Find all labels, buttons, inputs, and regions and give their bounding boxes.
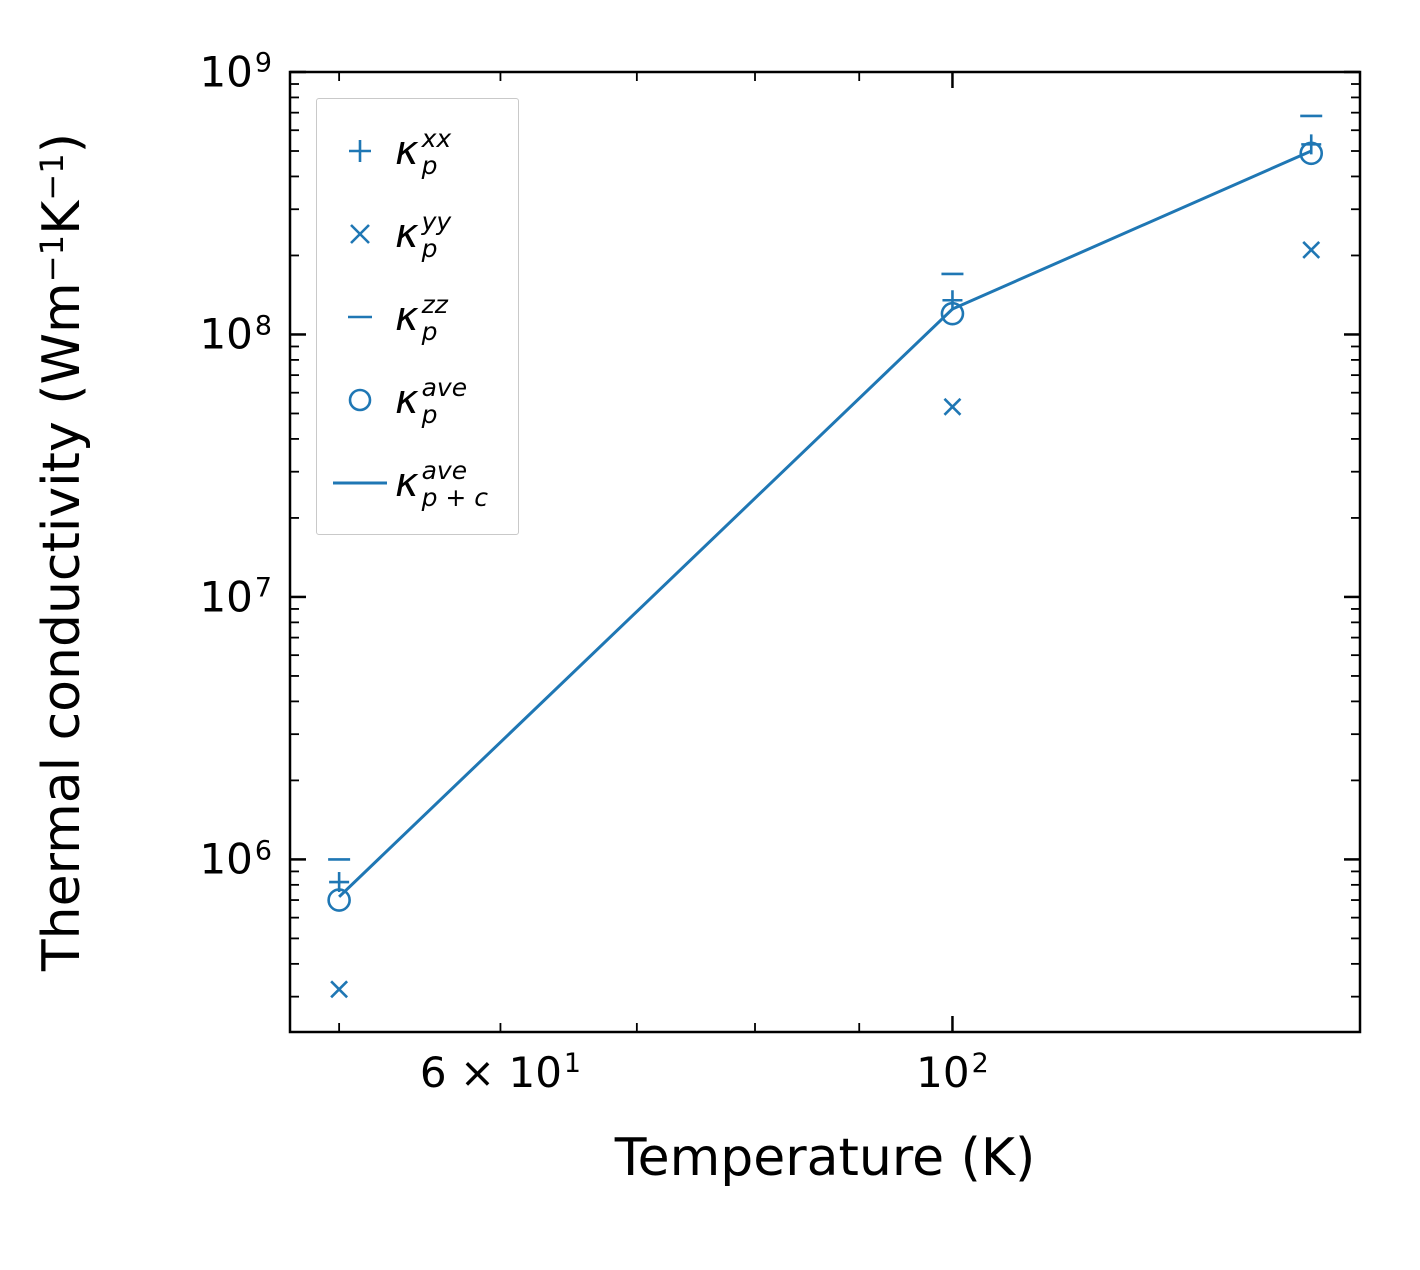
kappa-symbol: κ	[395, 376, 419, 423]
legend-superscript: ave	[421, 456, 468, 486]
legend-item-kave: κ ave p	[325, 358, 488, 441]
y-axis-label-text: K	[32, 200, 92, 235]
legend-subscript: p + c	[421, 482, 489, 512]
y-axis-label: Thermal conductivity (Wm−1K−1)	[32, 133, 92, 971]
kappa-symbol: κ	[395, 127, 419, 174]
plus-marker-icon	[325, 129, 395, 173]
legend-label: κ xx p	[395, 124, 452, 180]
y-axis-label-sup: −1	[32, 153, 71, 201]
kappa-symbol: κ	[395, 210, 419, 257]
legend-superscript: zz	[421, 290, 448, 320]
x-marker-icon	[325, 212, 395, 256]
legend-superscript: xx	[421, 124, 452, 154]
kappa-symbol: κ	[395, 459, 419, 506]
x-marker	[1302, 240, 1321, 259]
legend-label-scripts: zz p	[421, 290, 448, 346]
legend-item-kxx: κ xx p	[325, 109, 488, 192]
kappa-symbol: κ	[395, 293, 419, 340]
legend-superscript: yy	[421, 207, 452, 237]
legend-label: κ ave p	[395, 373, 468, 429]
legend-subscript: p	[421, 233, 438, 263]
dash-marker-icon	[325, 295, 395, 339]
legend-item-kave-pc: κ ave p + c	[325, 441, 488, 524]
circle-marker	[327, 888, 351, 912]
legend-subscript: p	[421, 150, 438, 180]
legend-label-scripts: ave p + c	[421, 456, 489, 512]
legend-item-kyy: κ yy p	[325, 192, 488, 275]
legend-label-scripts: ave p	[421, 373, 468, 429]
circle-marker	[940, 301, 965, 326]
circle-marker	[1299, 141, 1324, 166]
plot-frame	[288, 70, 1362, 1034]
legend-label-scripts: yy p	[421, 207, 452, 263]
x-marker	[330, 980, 349, 999]
legend-label: κ ave p + c	[395, 456, 489, 512]
line-marker-icon	[325, 461, 395, 505]
y-axis-label-sup: −1	[32, 234, 71, 283]
legend-label: κ zz p	[395, 290, 448, 346]
legend-superscript: ave	[421, 373, 468, 403]
legend-item-kzz: κ zz p	[325, 275, 488, 358]
x-marker	[943, 397, 962, 416]
legend-label: κ yy p	[395, 207, 452, 263]
y-axis-label-text: Thermal conductivity (Wm	[32, 282, 92, 972]
legend-label-scripts: xx p	[421, 124, 452, 180]
circle-marker-icon	[325, 378, 395, 422]
legend: κ xx p κ yy p κ zz p κ ave p κ ave p + c	[316, 98, 520, 535]
legend-subscript: p	[421, 316, 438, 346]
x-axis-label: Temperature (K)	[614, 1128, 1036, 1188]
legend-subscript: p	[421, 399, 438, 429]
y-axis-label-text: )	[32, 132, 92, 154]
